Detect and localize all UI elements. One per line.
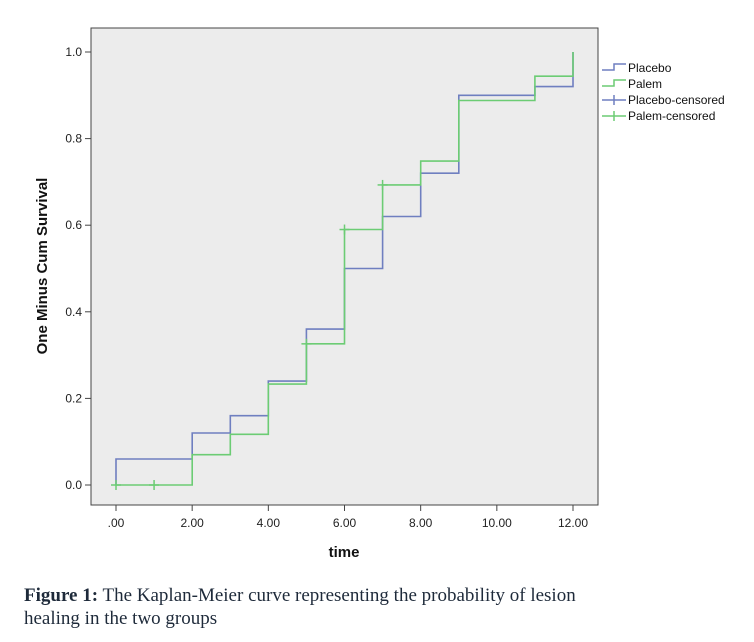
x-tick-label: 8.00: [409, 516, 433, 530]
censor-mark-palem-censored: [301, 338, 312, 349]
legend-label: Placebo: [628, 61, 672, 75]
x-axis: .00 2.00 4.00 6.00 8.00 10.00 12.00: [108, 505, 588, 530]
kaplan-meier-chart: 0.0 0.2 0.4 0.6 0.8 1.0 .00 2.00 4.00 6.00 8.00 10…: [34, 27, 725, 561]
legend-step-icon: [602, 63, 626, 71]
y-axis-title: One Minus Cum Survival: [34, 178, 51, 355]
legend-item-placebo: Placebo: [602, 61, 672, 75]
censor-mark-palem-censored: [111, 480, 121, 490]
caption-text: The Kaplan-Meier curve representing the …: [24, 585, 576, 629]
censor-layer: [111, 179, 388, 490]
legend-label: Placebo-censored: [628, 93, 725, 107]
y-tick-label: 0.4: [65, 305, 82, 319]
y-tick-label: 1.0: [65, 45, 82, 59]
x-axis-title: time: [329, 544, 360, 561]
x-tick-label: .00: [108, 516, 125, 530]
censor-mark-palem-censored: [149, 480, 160, 490]
legend-item-palem: Palem: [602, 77, 662, 91]
censor-mark-palem-censored: [339, 224, 350, 235]
legend-item-placebo-censored: Placebo-censored: [602, 93, 725, 107]
legend-item-palem-censored: Palem-censored: [602, 109, 715, 123]
y-tick-label: 0.6: [65, 218, 82, 232]
legend-step-icon: [602, 79, 626, 87]
x-tick-label: 6.00: [333, 516, 357, 530]
y-tick-label: 0.0: [65, 478, 82, 492]
figure-caption: Figure 1: The Kaplan-Meier curve represe…: [24, 584, 624, 630]
x-tick-label: 4.00: [257, 516, 281, 530]
x-tick-label: 12.00: [558, 516, 588, 530]
y-tick-label: 0.8: [65, 132, 82, 146]
legend-label: Palem: [628, 77, 662, 91]
legend: Placebo Palem Placebo-censored Palem-censor…: [602, 61, 725, 123]
x-tick-label: 2.00: [180, 516, 204, 530]
censor-mark-palem-censored: [377, 179, 388, 190]
y-tick-label: 0.2: [65, 391, 82, 405]
caption-label: Figure 1:: [24, 585, 99, 606]
x-tick-label: 10.00: [482, 516, 512, 530]
legend-label: Palem-censored: [628, 109, 715, 123]
y-axis: 0.0 0.2 0.4 0.6 0.8 1.0: [65, 45, 91, 492]
